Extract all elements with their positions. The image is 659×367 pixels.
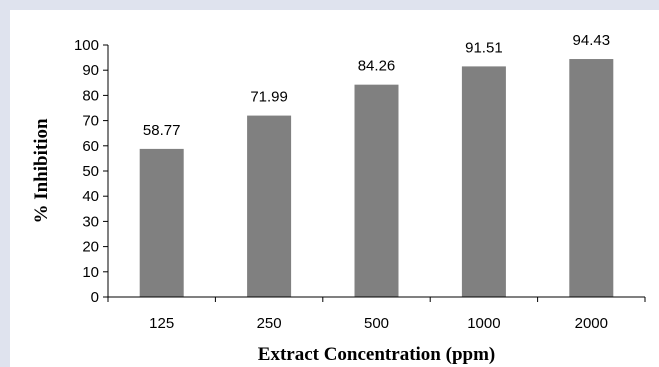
x-tick-label: 2000 (575, 315, 608, 332)
chart-frame: 0 10 20 30 40 50 60 70 80 90 100 58.77 71.99 84.26 91… (10, 10, 659, 367)
data-label: 71.99 (250, 89, 288, 106)
data-label: 84.26 (358, 58, 396, 75)
bars: 58.77 71.99 84.26 91.51 94.43 (139, 32, 614, 298)
x-tick-label: 250 (257, 315, 282, 332)
bar-chart: 0 10 20 30 40 50 60 70 80 90 100 58.77 71.99 84.26 91… (31, 32, 646, 365)
y-tick-label: 20 (82, 239, 99, 256)
bar (461, 66, 506, 297)
y-tick-label: 0 (91, 289, 99, 306)
data-label: 94.43 (573, 32, 611, 49)
y-tick-label: 100 (74, 37, 99, 54)
y-tick-label: 10 (82, 264, 99, 281)
bar (247, 115, 292, 297)
data-label: 91.51 (465, 39, 503, 56)
x-tick-label: 1000 (467, 315, 500, 332)
bar (139, 148, 184, 297)
data-label: 58.77 (143, 122, 181, 139)
x-tick-label: 125 (149, 315, 174, 332)
x-tick-label: 500 (364, 315, 389, 332)
y-axis-title: % Inhibition (31, 118, 52, 224)
y-tick-label: 70 (82, 113, 99, 130)
y-tick-label: 50 (82, 163, 99, 180)
bar (569, 59, 614, 297)
y-tick-label: 40 (82, 188, 99, 205)
x-axis-title: Extract Concentration (ppm) (258, 344, 495, 365)
y-axis-ticks: 0 10 20 30 40 50 60 70 80 90 100 (74, 37, 108, 306)
y-tick-label: 80 (82, 87, 99, 104)
y-tick-label: 60 (82, 138, 99, 155)
bar (354, 84, 399, 298)
y-tick-label: 30 (82, 213, 99, 230)
y-tick-label: 90 (82, 62, 99, 79)
x-axis-ticks: 125 250 500 1000 2000 (107, 297, 646, 332)
